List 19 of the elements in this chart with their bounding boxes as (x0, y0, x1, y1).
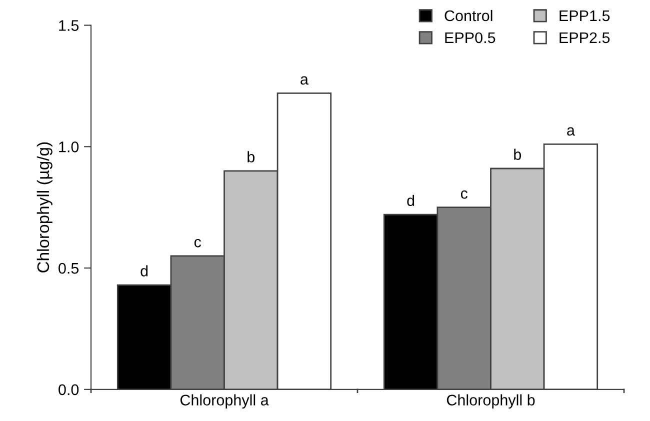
y-tick-label: 1.5 (59, 20, 79, 31)
y-tick-label: 0.0 (58, 384, 79, 396)
y-axis-title: Chlorophyll (µg/g) (36, 142, 52, 272)
data-label: c (460, 190, 468, 199)
legend-label: Control (444, 10, 492, 22)
y-tick-label: 0.5 (58, 262, 79, 274)
data-label: b (514, 148, 522, 160)
data-label: d (140, 265, 148, 276)
data-label: a (567, 127, 575, 136)
x-tick-label: Chlorophyll a (180, 394, 269, 409)
y-tick-label: 1.0 (59, 142, 79, 152)
data-label: a (300, 76, 308, 85)
data-label: b (248, 151, 255, 162)
legend-label: EPP2.5 (560, 32, 610, 44)
legend-label: EPP0.5 (445, 32, 496, 44)
data-label: c (194, 238, 202, 248)
legend-label: EPP1.5 (560, 10, 610, 22)
data-label: d (407, 194, 414, 206)
x-tick-label: Chlorophyll b (446, 394, 535, 409)
